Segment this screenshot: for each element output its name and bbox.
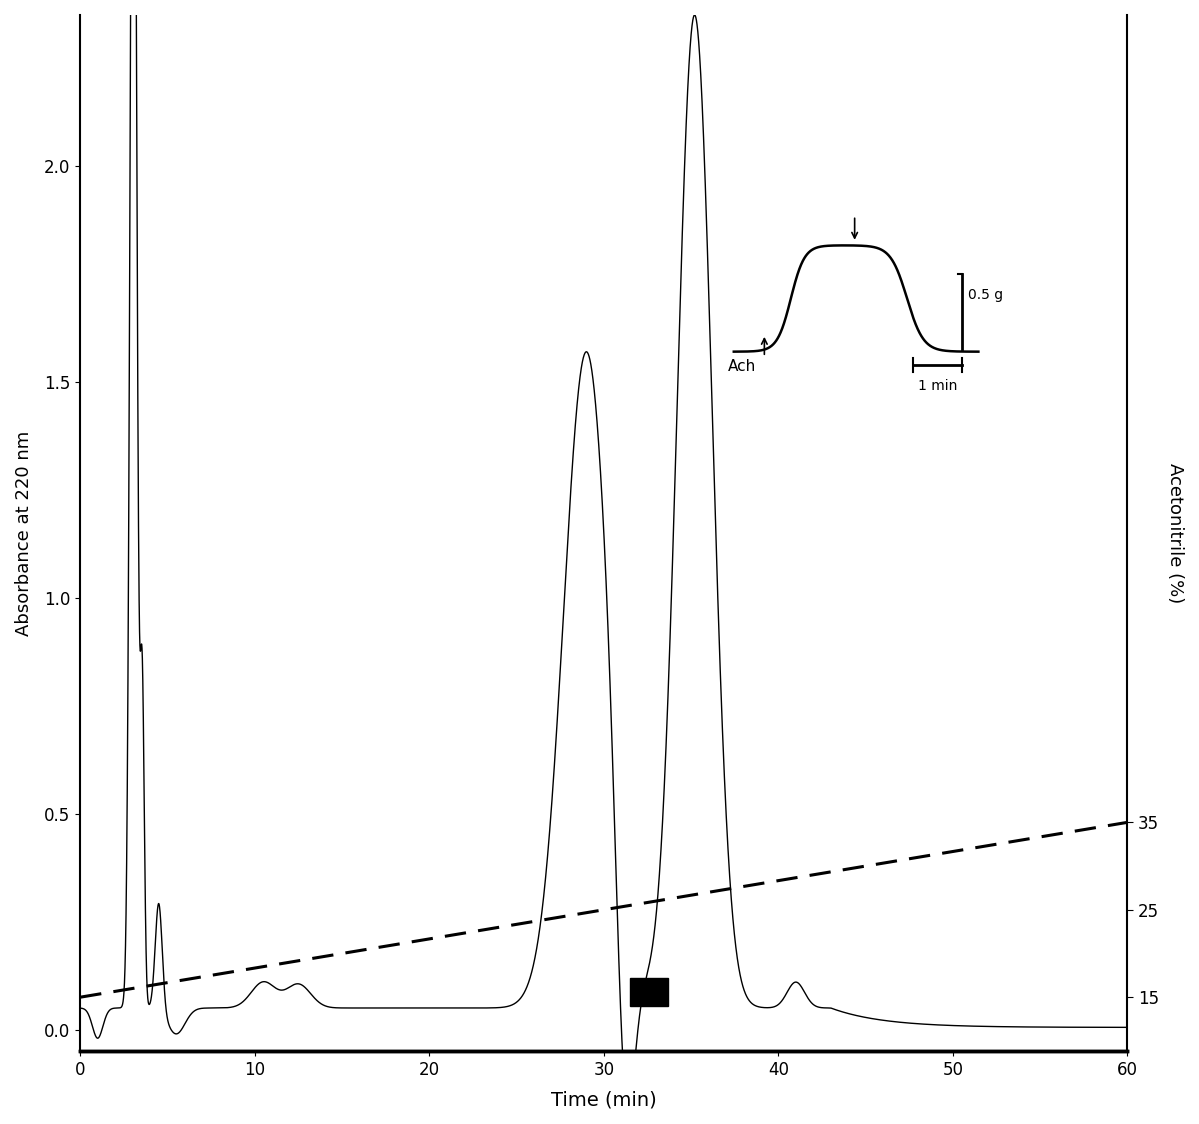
- Text: 0.5 g: 0.5 g: [969, 288, 1004, 302]
- Text: 1 min: 1 min: [918, 379, 957, 392]
- Bar: [629, 978, 668, 1006]
- X-axis label: Time (min): Time (min): [552, 1090, 657, 1109]
- Y-axis label: Acetonitrile (%): Acetonitrile (%): [1165, 463, 1183, 604]
- Y-axis label: Absorbance at 220 nm: Absorbance at 220 nm: [16, 430, 34, 636]
- Text: Ach: Ach: [728, 359, 757, 374]
